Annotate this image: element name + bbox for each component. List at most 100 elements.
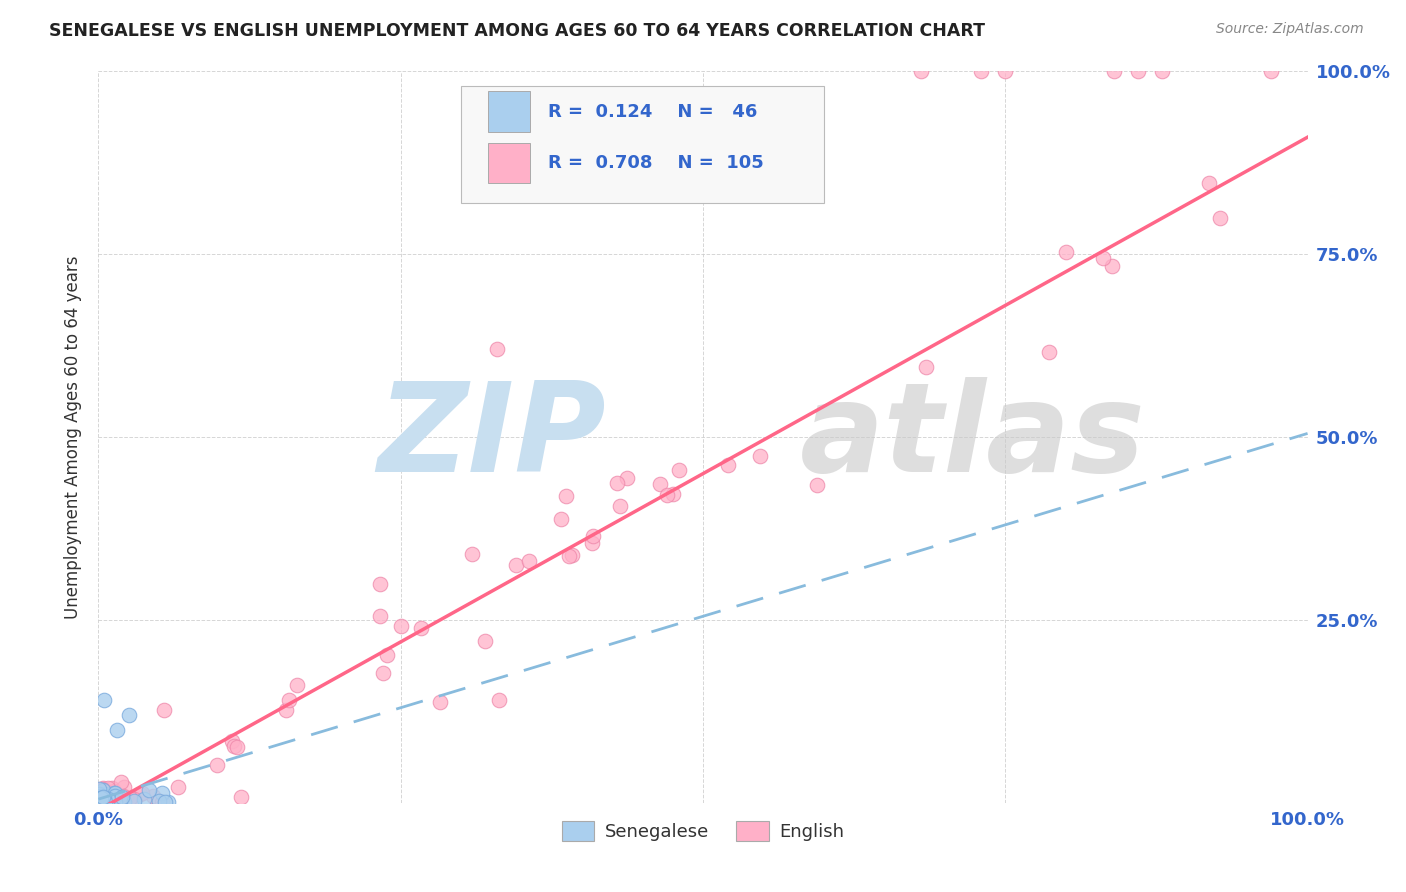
Point bbox=[94, 793, 117, 807]
Point bbox=[1038, 344, 1060, 359]
Point bbox=[91, 793, 114, 807]
Point bbox=[101, 789, 124, 804]
Point bbox=[89, 795, 111, 809]
Point bbox=[167, 780, 190, 794]
Point bbox=[97, 792, 120, 806]
Point bbox=[89, 796, 111, 810]
Point bbox=[104, 788, 127, 802]
Y-axis label: Unemployment Among Ages 60 to 64 years: Unemployment Among Ages 60 to 64 years bbox=[63, 255, 82, 619]
Point bbox=[229, 789, 252, 804]
Point bbox=[94, 792, 117, 806]
Point bbox=[1092, 251, 1115, 265]
Point bbox=[668, 463, 690, 477]
Point bbox=[131, 786, 153, 800]
Point bbox=[108, 795, 131, 809]
Point bbox=[285, 677, 308, 691]
Point bbox=[606, 475, 628, 490]
Point bbox=[90, 791, 112, 805]
Point bbox=[104, 793, 127, 807]
Point bbox=[96, 790, 118, 805]
Point bbox=[1198, 176, 1220, 190]
Point bbox=[582, 529, 605, 543]
Point bbox=[391, 619, 413, 633]
Point bbox=[89, 782, 111, 797]
Point bbox=[103, 796, 125, 810]
Point bbox=[616, 471, 638, 485]
Point bbox=[429, 695, 451, 709]
Point bbox=[89, 783, 111, 797]
Point bbox=[221, 734, 243, 748]
Text: SENEGALESE VS ENGLISH UNEMPLOYMENT AMONG AGES 60 TO 64 YEARS CORRELATION CHART: SENEGALESE VS ENGLISH UNEMPLOYMENT AMONG… bbox=[49, 22, 986, 40]
Point bbox=[90, 782, 112, 797]
Point bbox=[91, 781, 114, 796]
Point bbox=[226, 739, 249, 754]
Point bbox=[97, 791, 120, 805]
Point bbox=[806, 478, 828, 492]
Point bbox=[717, 458, 740, 472]
Point bbox=[98, 796, 121, 810]
FancyBboxPatch shape bbox=[488, 143, 530, 183]
Point bbox=[112, 780, 135, 794]
Point bbox=[150, 787, 173, 801]
Point bbox=[94, 796, 117, 810]
Point bbox=[98, 792, 121, 806]
Point bbox=[89, 792, 111, 806]
Point bbox=[103, 786, 125, 800]
Point bbox=[274, 703, 297, 717]
Point bbox=[91, 795, 114, 809]
Point bbox=[153, 703, 176, 717]
Point bbox=[460, 547, 482, 561]
Point bbox=[1260, 64, 1282, 78]
Point bbox=[128, 787, 150, 801]
Point bbox=[97, 780, 120, 795]
Point bbox=[87, 790, 110, 805]
Point bbox=[90, 791, 112, 805]
Point bbox=[101, 794, 124, 808]
Point bbox=[550, 511, 572, 525]
Point bbox=[122, 792, 145, 806]
Point bbox=[914, 360, 936, 375]
Point bbox=[97, 794, 120, 808]
Point bbox=[93, 795, 115, 809]
Point bbox=[90, 792, 112, 806]
Point bbox=[91, 790, 114, 805]
Text: Source: ZipAtlas.com: Source: ZipAtlas.com bbox=[1216, 22, 1364, 37]
Point bbox=[96, 795, 118, 809]
Point bbox=[371, 665, 394, 680]
Point bbox=[93, 783, 115, 797]
Point bbox=[96, 788, 118, 802]
Point bbox=[222, 739, 245, 753]
Point bbox=[558, 549, 581, 563]
Point bbox=[1102, 64, 1125, 78]
Point bbox=[90, 794, 112, 808]
Point bbox=[1209, 211, 1232, 225]
Point bbox=[104, 790, 127, 805]
Point bbox=[486, 343, 509, 357]
Point bbox=[111, 791, 134, 805]
Point bbox=[104, 793, 127, 807]
Legend: Senegalese, English: Senegalese, English bbox=[554, 814, 852, 848]
Point bbox=[98, 791, 121, 805]
Point bbox=[94, 793, 117, 807]
Point bbox=[98, 790, 121, 805]
Point bbox=[142, 789, 165, 803]
Point bbox=[87, 793, 110, 807]
Point bbox=[375, 648, 398, 662]
Point bbox=[93, 693, 115, 707]
Point bbox=[1152, 64, 1174, 78]
Point bbox=[118, 708, 141, 723]
Point bbox=[103, 783, 125, 797]
Point bbox=[278, 693, 301, 707]
Point bbox=[89, 787, 111, 801]
Point bbox=[1128, 64, 1150, 78]
Point bbox=[89, 792, 111, 806]
Point bbox=[517, 554, 540, 568]
Point bbox=[368, 609, 391, 624]
Point bbox=[554, 489, 576, 503]
Point bbox=[100, 795, 122, 809]
Point bbox=[488, 693, 510, 707]
FancyBboxPatch shape bbox=[461, 86, 824, 203]
Point bbox=[111, 790, 134, 805]
Point bbox=[104, 786, 127, 800]
Point bbox=[97, 794, 120, 808]
